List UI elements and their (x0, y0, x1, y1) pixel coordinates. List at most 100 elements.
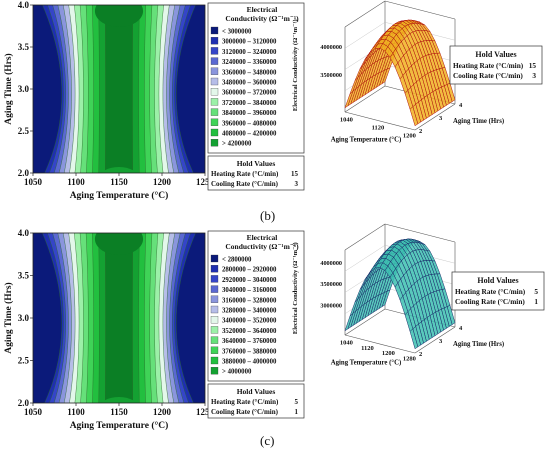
x-tick-label: 1250 (196, 177, 215, 187)
surface-grid-line (344, 245, 386, 272)
surface-y-tick-label: 2 (419, 351, 422, 358)
contour-peak-top (94, 5, 144, 27)
contour-plot-c: 1050 1100 1150 1200 1250 2.0 2.5 3.0 3.5 4.0 Aging… (3, 228, 305, 431)
surface-box-edge (344, 85, 386, 113)
surface-cell (409, 106, 419, 127)
legend-swatch (210, 118, 219, 126)
surface-y-axis-label: Aging Time (Hrs) (453, 341, 504, 348)
surface-y-tick-label: 3 (439, 338, 443, 345)
panel-label-c: (c) (260, 433, 275, 448)
hold-values-b: Hold Values Heating Rate (°C/min) 15 Coolin… (207, 155, 305, 191)
hold-value: 1 (534, 297, 538, 306)
surface-box-edge (414, 326, 456, 354)
hold-name: Cooling Rate (°C/min) (211, 408, 279, 416)
legend-title: Conductivity (Ω⁻¹m⁻¹) (225, 14, 299, 23)
x-tick-label: 1050 (24, 407, 43, 417)
surface-z-axis-label: Electrical Conductivity (Ω⁻¹m⁻¹) (292, 19, 299, 111)
hold-value: 15 (291, 170, 299, 178)
surface-z-axis-label: Electrical Conductivity (Ω⁻¹m⁻¹) (292, 242, 299, 334)
hold-name: Cooling Rate (°C/min) (211, 180, 279, 188)
legend-box (207, 230, 305, 382)
hold-box (451, 271, 545, 311)
surface-hold-values-c: Hold Values Heating Rate (°C/min) 5 Cooling… (451, 271, 545, 311)
y-tick-label: 2.0 (18, 168, 30, 178)
surface-box-edge (344, 334, 416, 354)
surface-z-tick-label: 4000000 (320, 44, 342, 51)
surface-y-tick-label: 3 (439, 115, 443, 122)
x-tick-label: 1250 (196, 407, 215, 417)
hold-title: Hold Values (475, 50, 516, 59)
legend-entry: 3360000 – 3480000 (222, 69, 277, 76)
contour-bands-b (33, 5, 205, 173)
surface-box-edge (344, 223, 386, 251)
surface-x-tick-label: 1120 (361, 345, 374, 352)
contour-band-12 (105, 5, 133, 173)
contour-plot-b: 1050 1100 1150 1200 1250 2.0 2.5 3.0 3.5 4.0 Aging… (3, 0, 305, 201)
legend-swatch (210, 26, 219, 35)
legend-title: Electrical (247, 5, 278, 14)
legend-swatch (210, 67, 219, 75)
surface-grid-line (344, 22, 386, 49)
y-tick-label: 4.0 (18, 228, 30, 238)
legend-entry: 3000000 – 3120000 (222, 39, 277, 46)
legend-swatch (210, 346, 219, 354)
legend-swatch (210, 108, 219, 116)
y-tick-label: 3.0 (18, 313, 30, 323)
legend-entry: 3160000 – 3280000 (222, 297, 277, 304)
surface-cell (409, 328, 419, 350)
hold-value: 5 (534, 287, 538, 296)
y-tick-label: 3.0 (18, 84, 30, 94)
contour-peak-bottom (101, 397, 137, 403)
legend-swatch (210, 275, 219, 283)
legend-swatch (210, 57, 219, 65)
surface-box-edge (384, 0, 456, 20)
hold-box (207, 155, 305, 191)
surface-y-tick-label: 4 (459, 325, 463, 332)
legend-swatch (210, 336, 219, 344)
legend-entry: 3120000 – 3240000 (222, 49, 277, 56)
legend-entry: 3520000 – 3640000 (222, 328, 277, 335)
legend-entry: < 2800000 (222, 257, 252, 264)
surface-x-tick-label: 1040 (340, 339, 353, 346)
legend-entry: > 4000000 (222, 369, 252, 376)
legend-entry: 3720000 – 3840000 (222, 100, 277, 107)
legend-entry: 4080000 – 4200000 (222, 131, 277, 138)
hold-value: 5 (295, 398, 299, 406)
hold-value: 3 (295, 180, 299, 188)
legend-swatch (210, 367, 219, 375)
surface-z-tick-label: 3500000 (320, 72, 342, 79)
surface-hold-values-b: Hold Values Heating Rate (°C/min) 15 Coolin… (449, 45, 543, 85)
x-tick-label: 1150 (110, 177, 128, 187)
y-tick-label: 3.5 (18, 271, 30, 281)
x-tick-label: 1050 (24, 177, 43, 187)
x-tick-label: 1200 (153, 407, 172, 417)
y-axis-label: Aging Time (Hrs) (3, 53, 14, 124)
legend-swatch (210, 356, 219, 365)
hold-name: Heating Rate (°C/min) (455, 287, 526, 296)
hold-box (449, 45, 543, 85)
hold-value: 3 (532, 71, 536, 80)
legend-swatch (210, 326, 219, 334)
hold-value: 15 (529, 61, 537, 70)
legend-entry: 3840000 – 3960000 (222, 110, 277, 117)
legend-swatch (210, 305, 219, 314)
legend-swatch (210, 98, 219, 106)
hold-title: Hold Values (477, 276, 518, 285)
legend-entry: 2800000 – 2920000 (222, 267, 277, 274)
x-axis-label: Aging Temperature (°C) (70, 420, 169, 431)
legend-entry: 3040000 – 3160000 (222, 287, 277, 294)
legend-entry: 2920000 – 3040000 (222, 277, 277, 284)
surface-y-tick-label: 4 (459, 102, 463, 109)
legend-swatch (210, 88, 219, 96)
surface-box-edge (414, 103, 456, 131)
legend-entry: 3240000 – 3360000 (222, 59, 277, 66)
hold-name: Cooling Rate (°C/min) (453, 71, 523, 80)
hold-name: Heating Rate (°C/min) (211, 170, 279, 178)
legend-swatch (210, 254, 219, 263)
legend-entry: 3600000 – 3720000 (222, 90, 277, 97)
legend-entry: 3400000 – 3520000 (222, 318, 277, 325)
legend-swatch (210, 316, 219, 324)
x-tick-label: 1200 (153, 177, 172, 187)
